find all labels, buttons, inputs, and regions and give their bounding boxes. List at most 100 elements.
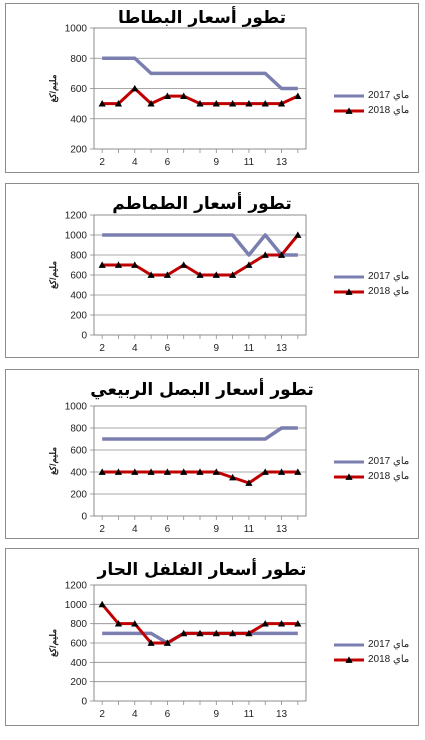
legend-label: ماي 2017 [368,271,410,282]
data-point-marker [131,620,139,627]
y-tick-label: 1000 [65,402,88,413]
data-point-marker [212,271,220,278]
data-point-marker [261,251,269,258]
legend-item-2017: ماي 2017 [334,269,409,284]
data-point-marker [147,639,155,646]
y-tick-label: 1000 [65,600,88,611]
data-point-marker [261,468,269,475]
y-axis-label: مليم/كغ [48,629,59,657]
y-tick-label: 200 [70,145,87,156]
data-point-marker [180,468,188,475]
x-tick-label: 11 [244,709,255,720]
legend-swatch-graphic [334,643,364,646]
data-point-marker [147,271,155,278]
y-tick-label: 400 [70,658,87,669]
legend-swatch [334,640,364,650]
y-tick-label: 1000 [65,231,88,242]
data-point-marker [261,620,269,627]
data-point-marker [196,629,204,637]
chart-panel-hot-pepper: تطور أسعار الفلفل الحار 0 200 400 600 800 100… [5,548,419,726]
data-point-marker [245,479,253,486]
data-point-marker [163,639,171,646]
y-tick-label: 0 [81,512,87,523]
legend-label: ماي 2018 [368,286,410,297]
y-tick-label: 0 [81,331,87,342]
y-tick-label: 800 [70,619,87,630]
y-tick-label: 200 [70,490,87,501]
x-tick-label: 11 [244,157,255,168]
y-tick-label: 1000 [65,24,88,35]
y-tick-label: 400 [70,468,87,479]
y-tick-label: 400 [70,114,87,125]
chart-plot: 0 200 400 600 800 1000 1200 2 4 6 9 11 13 مليم/كغ [48,211,307,354]
legend-swatch-graphic [334,106,364,114]
x-tick-label: 6 [165,343,171,354]
x-tick-label: 6 [165,157,171,168]
x-tick-label: 13 [276,343,288,354]
legend-swatch [334,287,364,297]
y-tick-label: 0 [81,697,87,708]
data-point-marker [212,468,220,475]
legend-marker [345,655,353,663]
data-point-marker [229,629,237,637]
chart-panel-potato: تطور أسعار البطاطا 200 400 600 800 1000 2 4 6 9 1… [5,3,419,173]
chart-title: تطور أسعار الطماطم [112,194,292,214]
data-point-marker [229,271,237,278]
data-point-marker [98,600,106,608]
data-point-marker [98,261,106,268]
y-tick-label: 200 [70,677,87,688]
y-axis-label: مليم/كغ [48,261,59,289]
y-tick-label: 600 [70,446,87,457]
data-point-marker [294,620,302,627]
legend-marker [345,472,353,480]
x-tick-label: 11 [244,524,255,535]
series-line-2017 [102,56,298,91]
data-point-marker [114,468,123,475]
plot-area [93,405,307,517]
data-point-marker [294,468,302,475]
x-tick-label: 2 [99,157,105,168]
y-tick-label: 600 [70,271,87,282]
data-point-marker [196,468,204,475]
data-point-marker [229,473,237,481]
x-tick-label: 4 [132,343,138,354]
chart-plot: 0 200 400 600 800 1000 1200 2 4 6 9 11 13 مليم/كغ [48,581,307,720]
legend-item-2018: ماي 2018 [334,103,409,118]
x-tick-label: 9 [214,343,220,354]
data-point-marker [245,629,253,637]
x-tick-label: 2 [99,709,105,720]
data-point-marker [98,100,106,107]
legend-swatch [334,272,364,282]
legend-label: ماي 2018 [368,471,410,482]
data-point-marker [147,100,155,107]
legend-swatch-graphic [334,472,364,480]
data-point-marker [163,271,171,278]
x-tick-label: 2 [99,343,105,354]
data-point-marker [131,84,139,92]
x-tick-label: 4 [132,524,138,535]
legend-label: ماي 2017 [368,639,410,650]
chart-plot: 0 200 400 600 800 1000 2 4 6 9 11 13 مليم/كغ [48,402,307,535]
data-point-marker [294,231,302,238]
data-point-marker [277,468,286,475]
legend-item-2018: ماي 2018 [334,469,409,484]
legend-label: ماي 2017 [368,456,410,467]
y-tick-label: 200 [70,311,87,322]
data-point-marker [180,629,188,637]
y-axis-label: مليم/كغ [48,74,59,102]
chart-title: تطور أسعار البصل الربيعي [90,380,314,400]
legend-swatch-graphic [334,275,364,278]
legend-swatch-graphic [334,94,364,97]
data-point-marker [277,251,286,258]
y-tick-label: 800 [70,424,87,435]
chart-legend: ماي 2017 ماي 2018 [334,637,409,667]
chart-plot: 200 400 600 800 1000 2 4 6 9 11 13 مليم/كغ [48,24,307,168]
x-tick-label: 4 [132,157,138,168]
series-line-2017 [102,426,298,441]
legend-swatch-graphic [334,287,364,295]
x-tick-label: 13 [276,709,288,720]
legend-item-2017: ماي 2017 [334,637,409,652]
legend-swatch [334,106,364,116]
data-point-marker [294,92,302,99]
y-tick-label: 800 [70,54,87,65]
